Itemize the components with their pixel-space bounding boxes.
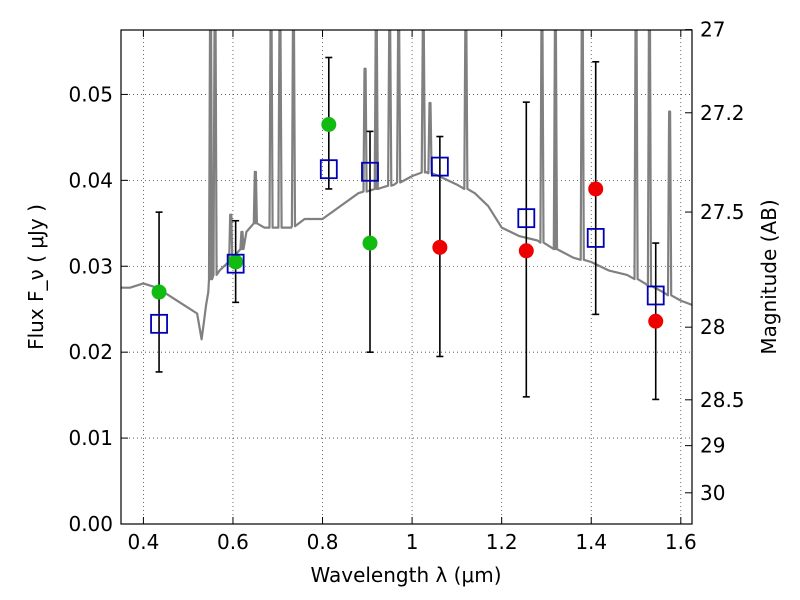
model-photometry-points <box>150 156 665 334</box>
y-tick-label: 0.01 <box>68 426 113 450</box>
observed-points <box>151 117 664 329</box>
right-tick-label: 29 <box>700 434 725 458</box>
right-tick-label: 28 <box>700 315 725 339</box>
model-photometry-point <box>361 161 379 182</box>
y-tick-label: 0.05 <box>68 82 113 106</box>
x-tick-label: 0.8 <box>307 530 339 554</box>
observed-point <box>151 284 167 300</box>
right-tick-label: 30 <box>700 481 725 505</box>
right-tick-label: 27.5 <box>700 200 745 224</box>
model-photometry-point <box>517 208 536 229</box>
right-tick-label: 28.5 <box>700 388 745 412</box>
observed-point <box>362 235 378 251</box>
x-tick-label: 1.2 <box>486 530 518 554</box>
y-axis-label-text: Flux F_ν ( μJy ) <box>24 204 48 350</box>
model-photometry-point <box>646 285 665 306</box>
observed-point <box>321 117 337 133</box>
model-photometry-point <box>430 156 449 177</box>
x-tick-label: 1.6 <box>665 530 697 554</box>
observed-point <box>588 181 604 197</box>
x-tick-label: 0.6 <box>217 530 249 554</box>
right-axis-label: Magnitude (AB) <box>757 199 781 354</box>
right-tick-label: 27 <box>700 18 725 42</box>
observed-point <box>432 239 448 255</box>
y-axis-ticks: 0.00 0.01 0.02 0.03 0.04 0.05 <box>68 82 128 536</box>
right-tick-label: 27.2 <box>700 101 745 125</box>
x-axis-label: Wavelength λ (μm) <box>310 563 501 587</box>
x-tick-label: 1.4 <box>575 530 607 554</box>
model-photometry-point <box>586 228 605 248</box>
x-tick-label: 0.4 <box>127 530 159 554</box>
observed-point <box>228 254 244 270</box>
y-axis-label: Flux F_ν ( μJy ) <box>24 204 48 350</box>
model-photometry-point <box>150 313 168 334</box>
model-photometry-point <box>226 253 245 274</box>
y-tick-label: 0.04 <box>68 168 113 192</box>
observed-point <box>518 243 534 259</box>
y-tick-label: 0.00 <box>68 512 113 536</box>
y-tick-label: 0.03 <box>68 254 113 278</box>
right-axis-ticks: 27 27.2 27.5 28 28.5 29 30 <box>685 18 745 505</box>
y-tick-label: 0.02 <box>68 340 113 364</box>
observed-point <box>648 313 664 329</box>
model-photometry-point <box>319 159 338 180</box>
x-tick-label: 1 <box>406 530 419 554</box>
plot-frame <box>120 29 693 525</box>
x-axis-ticks: 0.4 0.6 0.8 1 1.2 1.4 1.6 <box>127 30 697 554</box>
